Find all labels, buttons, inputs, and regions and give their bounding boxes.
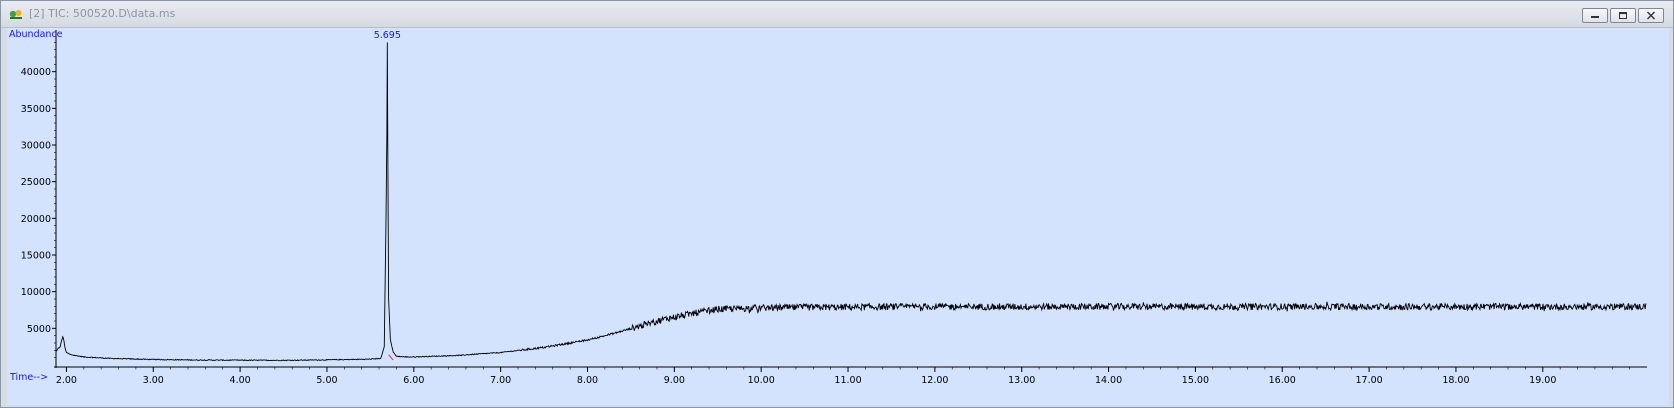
close-button[interactable] — [1638, 8, 1664, 23]
x-tick-label: 11.00 — [834, 375, 861, 386]
minimize-icon — [1591, 16, 1599, 18]
x-tick-label: 10.00 — [748, 375, 775, 386]
x-tick-label: 18.00 — [1442, 375, 1469, 386]
x-tick-label: 6.00 — [403, 375, 424, 386]
tic-chart[interactable]: 5000 10000 15000 20000 25000 30000 35000 40000 2… — [7, 28, 1669, 405]
y-tick-label: 20000 — [21, 214, 51, 225]
tic-trace — [55, 42, 1647, 362]
y-tick-label: 25000 — [21, 177, 51, 188]
x-tick-label: 8.00 — [577, 375, 598, 386]
x-tick-label: 14.00 — [1095, 375, 1122, 386]
x-tick-label: 16.00 — [1269, 375, 1296, 386]
peak-label: 5.695 — [374, 30, 401, 41]
y-tick-label: 15000 — [21, 251, 51, 262]
x-tick-label: 4.00 — [230, 375, 251, 386]
title-bar[interactable]: [2] TIC: 500520.D\data.ms — [1, 1, 1673, 28]
x-tick-label: 3.00 — [143, 375, 164, 386]
y-tick-label: 30000 — [21, 141, 51, 152]
chromatogram-app-icon — [9, 10, 22, 19]
x-tick-label: 13.00 — [1008, 375, 1035, 386]
x-tick-label: 5.00 — [316, 375, 337, 386]
window-title: [2] TIC: 500520.D\data.ms — [29, 7, 176, 20]
close-icon — [1647, 11, 1655, 20]
x-tick-label: 7.00 — [490, 375, 511, 386]
y-tick-label: 40000 — [21, 67, 51, 78]
plot-area[interactable]: 5000 10000 15000 20000 25000 30000 35000 40000 2… — [7, 28, 1669, 405]
x-tick-label: 15.00 — [1182, 375, 1209, 386]
baseline-mark — [388, 354, 394, 361]
x-tick-label: 9.00 — [664, 375, 685, 386]
x-tick-label: 19.00 — [1529, 375, 1556, 386]
y-axis-label: Abundance — [9, 29, 63, 40]
x-axis-label: Time--> — [9, 372, 48, 383]
minimize-button[interactable] — [1582, 8, 1608, 23]
restore-button[interactable] — [1610, 8, 1636, 23]
x-tick-label: 12.00 — [921, 375, 948, 386]
restore-icon — [1619, 12, 1627, 19]
x-tick-label: 17.00 — [1355, 375, 1382, 386]
y-tick-label: 35000 — [21, 104, 51, 115]
x-tick-label: 2.00 — [56, 375, 77, 386]
y-tick-label: 10000 — [21, 287, 51, 298]
y-tick-label: 5000 — [27, 324, 51, 335]
